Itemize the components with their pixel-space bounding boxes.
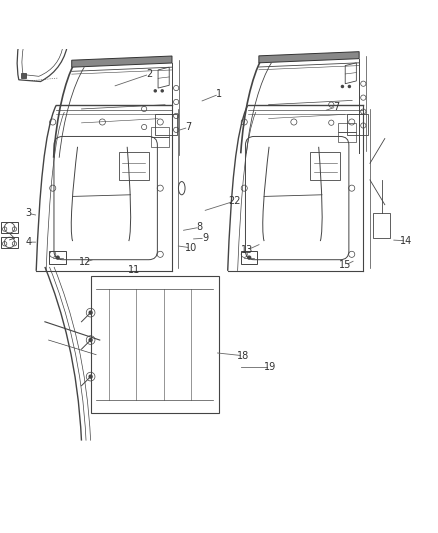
Circle shape [88, 310, 93, 315]
Text: 22: 22 [228, 196, 240, 206]
Circle shape [247, 255, 251, 260]
Text: 8: 8 [196, 222, 202, 232]
Circle shape [348, 85, 351, 88]
Text: 2: 2 [146, 69, 152, 79]
Text: 13: 13 [241, 245, 254, 255]
Text: 4: 4 [25, 237, 32, 247]
Circle shape [56, 255, 60, 260]
Text: 18: 18 [237, 351, 249, 361]
Circle shape [341, 85, 344, 88]
Polygon shape [259, 52, 359, 63]
Text: 9: 9 [202, 233, 208, 243]
Circle shape [88, 338, 93, 342]
Text: 19: 19 [264, 362, 276, 373]
Text: 10: 10 [184, 243, 197, 253]
Text: 7: 7 [333, 102, 339, 112]
Circle shape [88, 375, 93, 379]
Text: 14: 14 [400, 236, 412, 246]
Text: 12: 12 [79, 257, 91, 267]
Text: 1: 1 [216, 89, 222, 99]
Polygon shape [72, 56, 172, 67]
Circle shape [154, 89, 157, 93]
Text: 11: 11 [128, 264, 140, 274]
Text: 7: 7 [185, 122, 192, 132]
Text: 15: 15 [339, 260, 351, 270]
Circle shape [160, 89, 164, 93]
Polygon shape [21, 73, 26, 78]
Text: 3: 3 [25, 208, 32, 219]
